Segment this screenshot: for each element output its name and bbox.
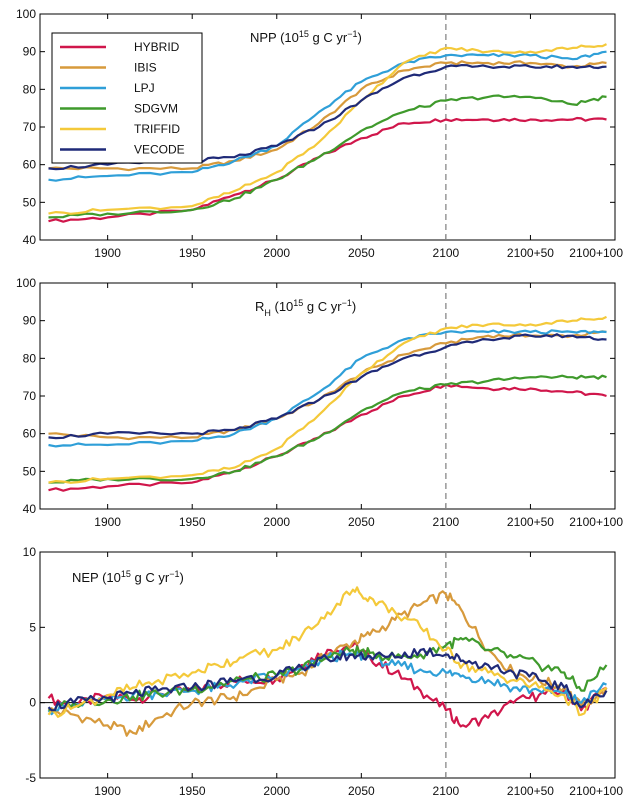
y-tick-label: 0 xyxy=(29,696,36,710)
y-tick-label: 100 xyxy=(16,276,36,290)
x-tick-label: 2050 xyxy=(348,246,375,260)
series-line-sdgvm xyxy=(48,94,607,219)
x-tick-label: 1950 xyxy=(179,784,206,796)
series-line-ibis xyxy=(48,60,607,172)
x-tick-label: 2100+100 xyxy=(569,784,623,796)
title-fragment: 15 xyxy=(293,298,303,308)
panel-title: NEP (1015 g C yr−1) xyxy=(72,569,184,585)
title-fragment: ) xyxy=(179,570,183,585)
x-tick-label: 1900 xyxy=(94,515,121,529)
series-line-sdgvm xyxy=(48,374,607,484)
legend: HYBRID IBIS LPJ SDGVM TRIFFID VECODE xyxy=(51,32,203,164)
series-line-vecode xyxy=(47,647,608,712)
x-tick-label: 2050 xyxy=(348,784,375,796)
y-tick-label: 50 xyxy=(23,195,37,209)
x-tick-label: 2100+50 xyxy=(507,246,554,260)
panel-title: NPP (1015 g C yr−1) xyxy=(250,29,362,45)
chart-panel-3: -5 0 5 10 1900 1950 2000 2050 2100 2100+50 2100+10… xyxy=(23,545,624,796)
x-tick-label: 1900 xyxy=(94,246,121,260)
title-fragment: NEP (10 xyxy=(72,570,121,585)
series-line-ibis xyxy=(47,590,608,737)
y-tick-label: 90 xyxy=(23,314,37,328)
x-tick-label: 1950 xyxy=(179,515,206,529)
title-fragment: 15 xyxy=(299,29,309,39)
x-tick-label: 2100 xyxy=(433,784,460,796)
legend-label-sdgvm: SDGVM xyxy=(134,102,178,116)
plot-frame xyxy=(39,282,616,510)
title-fragment: −1 xyxy=(169,569,179,579)
y-tick-label: 50 xyxy=(23,464,37,478)
x-tick-label: 2100+100 xyxy=(569,515,623,529)
title-fragment: R xyxy=(255,299,264,314)
series-line-vecode xyxy=(48,333,607,440)
series-line-triffid xyxy=(47,586,608,718)
title-fragment: −1 xyxy=(342,298,352,308)
legend-label-lpj: LPJ xyxy=(134,81,155,95)
series-line-lpj xyxy=(48,50,607,182)
series-line-lpj xyxy=(47,649,607,716)
y-tick-label: 40 xyxy=(23,233,37,247)
series-line-hybrid xyxy=(48,383,607,492)
y-tick-label: 90 xyxy=(23,45,37,59)
title-fragment: ) xyxy=(357,30,361,45)
x-tick-label: 2050 xyxy=(348,515,375,529)
y-tick-label: -5 xyxy=(25,771,36,785)
y-tick-label: 5 xyxy=(29,620,36,634)
legend-label-vecode: VECODE xyxy=(134,143,185,157)
y-tick-label: 80 xyxy=(23,351,37,365)
series-line-sdgvm xyxy=(48,636,608,712)
y-tick-label: 70 xyxy=(23,120,37,134)
series-line-triffid xyxy=(48,315,607,484)
title-fragment: NPP (10 xyxy=(250,30,299,45)
x-tick-label: 1950 xyxy=(179,246,206,260)
y-tick-label: 100 xyxy=(16,7,36,21)
x-tick-label: 2100 xyxy=(433,246,460,260)
title-fragment: g C yr xyxy=(131,570,170,585)
title-fragment: ) xyxy=(352,299,356,314)
x-tick-label: 2000 xyxy=(263,246,290,260)
legend-label-triffid: TRIFFID xyxy=(134,122,180,136)
chart-panel-2: 40 50 60 70 80 90 100 1900 1950 2000 2050 2100 2100+… xyxy=(16,276,623,529)
x-tick-label: 2000 xyxy=(263,784,290,796)
x-tick-label: 2100+50 xyxy=(507,784,554,796)
legend-label-ibis: IBIS xyxy=(134,61,157,75)
x-tick-label: 1900 xyxy=(94,784,121,796)
title-fragment: (10 xyxy=(271,299,293,314)
y-tick-label: 70 xyxy=(23,389,37,403)
y-tick-label: 40 xyxy=(23,502,37,516)
y-tick-label: 60 xyxy=(23,158,37,172)
title-fragment: 15 xyxy=(121,569,131,579)
title-fragment: g C yr xyxy=(303,299,342,314)
title-fragment: H xyxy=(264,308,271,318)
y-tick-label: 60 xyxy=(23,427,37,441)
chart-panel-1: 40 50 60 70 80 90 100 1900 1950 2000 2050 2100 2100+… xyxy=(16,7,623,260)
y-tick-label: 80 xyxy=(23,82,37,96)
plot-frame xyxy=(39,551,616,779)
panel-title: RH (1015 g C yr−1) xyxy=(255,298,356,318)
x-tick-label: 2000 xyxy=(263,515,290,529)
title-fragment: −1 xyxy=(347,29,357,39)
legend-box xyxy=(51,32,203,164)
legend-label-hybrid: HYBRID xyxy=(134,40,180,54)
x-tick-label: 2100 xyxy=(433,515,460,529)
y-tick-label: 10 xyxy=(23,545,37,559)
title-fragment: g C yr xyxy=(309,30,348,45)
x-tick-label: 2100+100 xyxy=(569,246,623,260)
x-tick-label: 2100+50 xyxy=(507,515,554,529)
series-line-lpj xyxy=(48,329,607,448)
